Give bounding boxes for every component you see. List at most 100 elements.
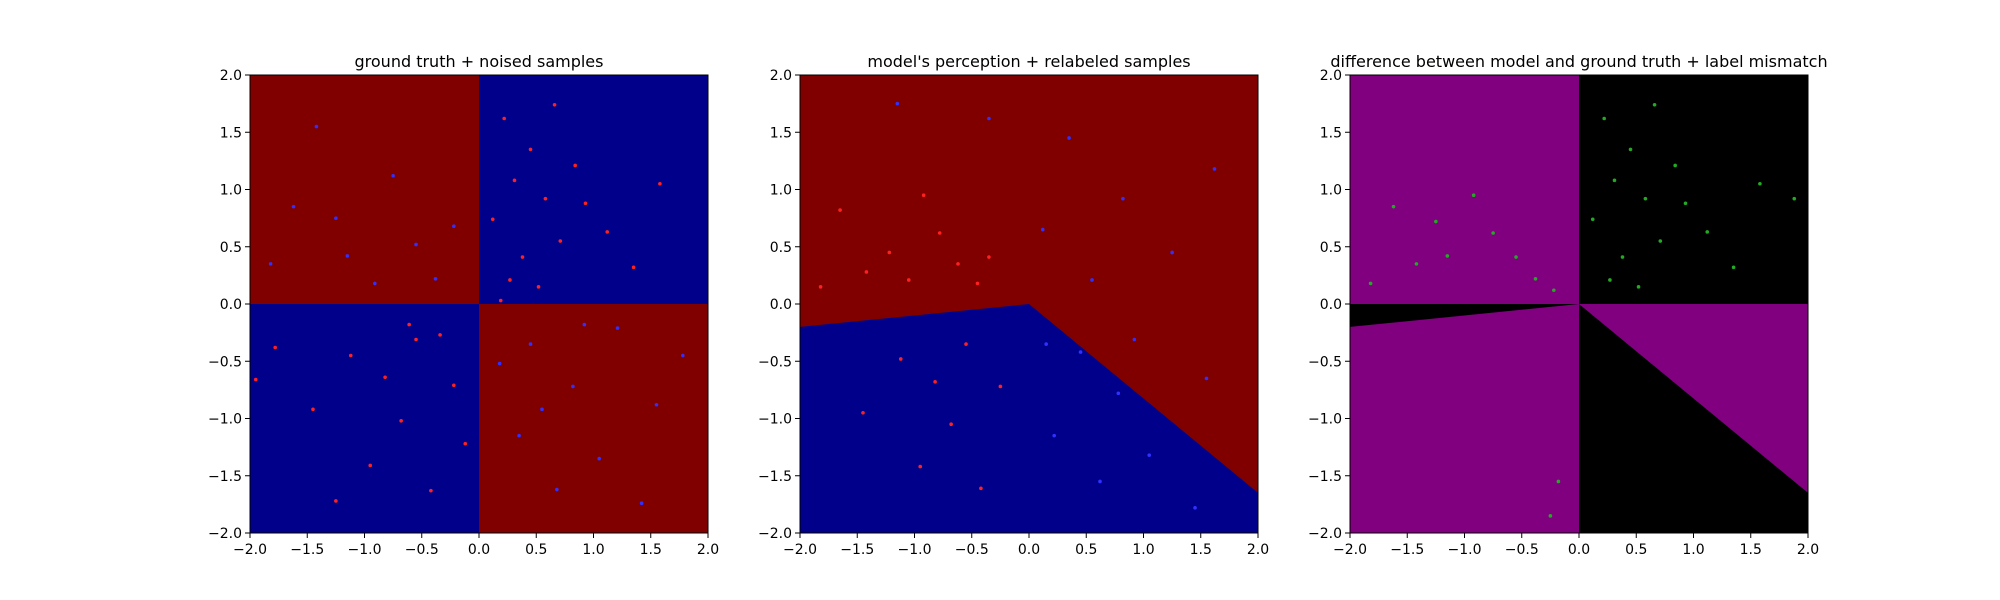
panel-1-point-10: [536, 285, 541, 289]
panel-2-point-33: [1132, 337, 1137, 342]
panel-1-regions: [250, 75, 708, 533]
panel-2-point-2: [937, 231, 942, 235]
panel-1: −2.0 −1.5 −1.0 −0.5 0.0 0.5 1.0 1.5 2.0 −2.0 −1.5…: [208, 52, 719, 558]
panel-1-point-27: [407, 322, 411, 327]
panel-3-y-tick-label-4: 0.0: [1320, 297, 1342, 313]
panel-2-y-tick-label-7: 1.5: [770, 125, 792, 141]
panel-3-x-tick-label-6: 1.0: [1682, 542, 1704, 558]
panel-3-point-3: [1533, 277, 1538, 281]
panel-3-y-tick-label-3: −0.5: [1308, 354, 1342, 370]
panel-2-points: [818, 101, 1217, 510]
panel-2-point-25: [1040, 227, 1045, 232]
panel-3-x-tick-label-5: 0.5: [1625, 542, 1647, 558]
panel-3-y-tick-label-2: −1.0: [1308, 412, 1342, 428]
panel-3-x-tick-label-1: −1.5: [1390, 542, 1424, 558]
panel-1-point-45: [555, 487, 559, 492]
panel-3-point-23: [1758, 181, 1762, 186]
panel-2-point-12: [898, 357, 903, 361]
panel-2-x-tick-label-1: −1.5: [840, 542, 874, 558]
panel-1-y-tick-label-5: 0.5: [220, 240, 242, 256]
panel-1-point-47: [497, 361, 502, 366]
panel-1-point-25: [452, 383, 456, 388]
panel-1-point-24: [273, 345, 277, 350]
panel-1-point-32: [391, 173, 395, 178]
panel-1-y-ticks: −2.0 −1.5 −1.0 −0.5 0.0 0.5 1.0 1.5 2.0: [208, 68, 250, 542]
panel-3-point-4: [1414, 262, 1419, 266]
panel-1-point-37: [268, 262, 273, 266]
panel-3-point-26: [1548, 514, 1553, 518]
panel-3-point-13: [1643, 196, 1648, 201]
panel-3-point-19: [1608, 278, 1612, 282]
panel-3-point-11: [1628, 147, 1633, 152]
panel-3-y-tick-label-8: 2.0: [1320, 68, 1342, 84]
panel-1-point-8: [605, 230, 610, 234]
panel-2-x-tick-label-6: 1.0: [1132, 542, 1154, 558]
panel-1-point-22: [429, 488, 433, 493]
panel-1-x-tick-label-1: −1.5: [290, 542, 324, 558]
panel-2-x-tick-label-2: −1.0: [898, 542, 932, 558]
panel-2-point-11: [933, 380, 937, 384]
panel-2-y-tick-label-3: −0.5: [758, 354, 792, 370]
panel-3-point-1: [1445, 254, 1450, 258]
panel-2-x-tick-label-5: 0.5: [1075, 542, 1097, 558]
panel-1-y-tick-label-3: −0.5: [208, 354, 242, 370]
panel-1-x-ticks: −2.0 −1.5 −1.0 −0.5 0.0 0.5 1.0 1.5 2.0: [233, 533, 719, 558]
panel-1-x-tick-label-5: 0.5: [525, 542, 547, 558]
panel-1-point-6: [520, 255, 525, 259]
panel-3-point-18: [1705, 230, 1710, 234]
panel-2-point-13: [949, 422, 953, 427]
panel-1-point-21: [368, 463, 373, 468]
panel-2-point-0: [838, 208, 842, 212]
panel-1-x-tick-label-6: 1.0: [582, 542, 604, 558]
panel-1-y-tick-label-7: 1.5: [220, 125, 242, 141]
panel-1-y-tick-label-1: −1.5: [208, 469, 242, 485]
panel-2: −2.0 −1.5 −1.0 −0.5 0.0 0.5 1.0 1.5 2.0 −2.0 −1.5…: [758, 52, 1269, 558]
panel-2-y-tick-label-5: 0.5: [770, 240, 792, 256]
panel-2-point-23: [987, 116, 991, 121]
panel-3-x-tick-label-8: 2.0: [1797, 542, 1819, 558]
panel-2-y-tick-label-8: 2.0: [770, 68, 792, 84]
panel-3-point-2: [1491, 231, 1495, 235]
panel-1-x-tick-label-8: 2.0: [697, 542, 719, 558]
panel-1-point-18: [438, 333, 442, 337]
panel-3-y-tick-label-5: 0.5: [1320, 240, 1342, 256]
panel-1-point-20: [399, 418, 403, 423]
panel-1-point-40: [528, 342, 533, 346]
panel-3-point-6: [1514, 255, 1518, 259]
panel-2-point-34: [1204, 376, 1209, 381]
panel-2-point-1: [887, 250, 892, 255]
panel-1-point-4: [490, 217, 495, 222]
panel-1-point-49: [582, 322, 587, 327]
panel-1-region-2: [250, 304, 479, 533]
panel-2-point-5: [956, 262, 960, 266]
panel-3-point-10: [1602, 116, 1606, 121]
panel-1-point-42: [615, 326, 620, 330]
panel-1-point-12: [573, 163, 577, 168]
panel-1-point-16: [414, 337, 418, 342]
panel-2-point-32: [1193, 506, 1197, 510]
panel-3-y-ticks: −2.0 −1.5 −1.0 −0.5 0.0 0.5 1.0 1.5 2.0: [1308, 68, 1350, 542]
panel-3-point-27: [1556, 479, 1561, 484]
panel-1-point-38: [414, 242, 418, 247]
panel-3-x-ticks: −2.0 −1.5 −1.0 −0.5 0.0 0.5 1.0 1.5 2.0: [1333, 533, 1819, 558]
panel-1-point-11: [631, 265, 636, 270]
panel-3-point-16: [1620, 255, 1625, 259]
panel-2-x-tick-label-3: −0.5: [955, 542, 989, 558]
panel-3-point-17: [1683, 201, 1688, 206]
panel-1-point-3: [543, 196, 548, 201]
panel-1-point-5: [558, 239, 563, 243]
panel-2-x-tick-label-7: 1.5: [1190, 542, 1212, 558]
panel-1-x-tick-label-4: 0.0: [468, 542, 490, 558]
panel-3-region-3: [1350, 304, 1579, 327]
panel-1-point-15: [498, 298, 503, 303]
panel-2-region-1: [800, 304, 1258, 533]
panel-2-point-21: [1090, 278, 1094, 282]
panel-2-point-20: [1170, 250, 1174, 255]
panel-1-point-19: [348, 353, 353, 358]
panel-2-point-22: [1212, 167, 1217, 171]
panel-3-points: [1368, 102, 1797, 518]
panel-1-point-29: [463, 441, 468, 446]
panel-1-y-tick-label-8: 2.0: [220, 68, 242, 84]
panel-2-y-tick-label-4: 0.0: [770, 297, 792, 313]
